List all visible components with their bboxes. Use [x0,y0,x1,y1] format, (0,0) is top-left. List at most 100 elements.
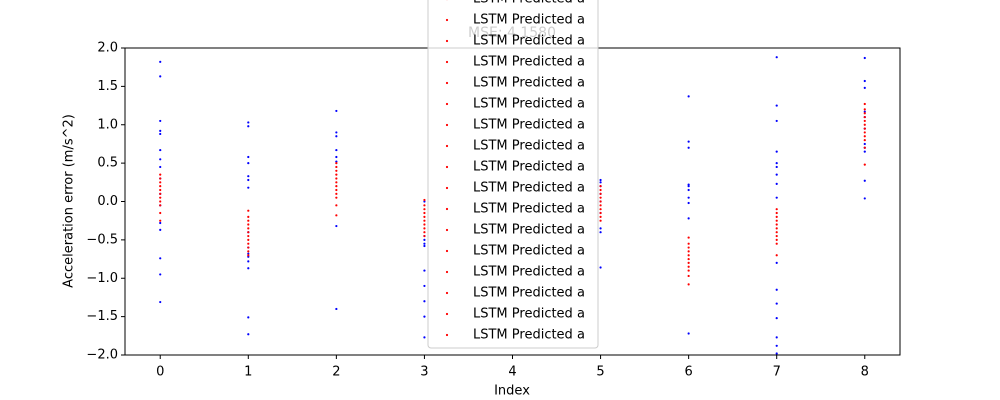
legend-marker [445,333,449,337]
x-axis-label: Index [494,384,530,399]
point [863,86,866,90]
point [687,140,690,143]
point [247,242,250,245]
legend-label: LSTM Predicted a [473,139,585,154]
legend-label: LSTM Predicted a [473,244,585,259]
x-tick-label: 7 [773,365,781,380]
point [599,196,602,199]
point [687,250,690,253]
point [159,196,162,199]
point [335,196,338,199]
point [863,139,866,142]
legend-marker [445,102,449,106]
point [159,273,162,276]
point [335,192,338,195]
point [687,183,690,186]
point [159,219,162,222]
legend-label: LSTM Predicted a [473,55,585,70]
point [423,223,426,226]
legend-marker [445,39,449,43]
point [599,185,602,188]
legend-label: LSTM Predicted a [473,181,585,196]
point [863,142,866,146]
y-tick-label: 0.5 [97,156,118,171]
point [775,150,778,153]
x-tick-label: 2 [332,365,340,380]
point [599,231,602,234]
legend-marker [445,270,449,274]
point [423,244,426,248]
point [247,250,250,253]
point [423,284,426,288]
legend-marker [445,18,449,22]
point [687,269,690,272]
point [159,300,162,304]
legend-marker [445,144,449,148]
legend-label: LSTM Predicted a [473,202,585,217]
point [247,316,250,319]
point [863,179,866,182]
y-tick-label: −2.0 [86,348,118,363]
x-tick-label: 8 [861,365,869,380]
point [863,135,866,138]
point [863,150,866,153]
point [775,261,778,264]
point [423,204,426,207]
point [423,219,426,222]
point [247,186,250,189]
x-tick-label: 3 [420,365,428,380]
x-tick-label: 1 [244,365,252,380]
point [247,175,250,178]
legend-label: LSTM Predicted a [473,118,585,133]
legend-marker [445,249,449,253]
point [775,238,778,241]
point [775,219,778,222]
point [335,181,338,184]
point [775,182,778,185]
point [247,209,250,212]
point [863,79,866,83]
point [159,221,162,225]
point [775,234,778,238]
point [335,169,338,172]
point [775,119,778,123]
point [335,155,338,159]
point [335,214,338,217]
legend-label: LSTM Predicted a [473,223,585,238]
point [423,336,426,339]
point [687,217,690,220]
point [159,165,162,169]
point [687,146,690,149]
point [159,60,162,63]
point [863,119,866,123]
legend-label: LSTM Predicted a [473,76,585,91]
legend-label: LSTM Predicted a [473,97,585,112]
legend-label: LSTM Predicted a [473,265,585,280]
point [159,75,162,78]
point [335,307,338,311]
legend-marker [445,81,449,85]
point [247,246,250,249]
legend-label: LSTM Predicted a [473,160,585,175]
point [863,115,866,119]
point [599,204,602,207]
point [775,336,778,339]
legend-marker [445,312,449,316]
point [775,211,778,215]
y-tick-label: 2.0 [97,41,118,56]
point [775,162,778,165]
point [335,148,338,152]
legend-label: LSTM Predicted a [473,307,585,322]
point [775,288,778,291]
point [687,95,690,98]
y-axis-label: Acceleration error (m/s^2) [62,114,77,288]
point [687,246,690,249]
point [159,211,162,215]
point [687,265,690,268]
point [687,201,690,205]
point [247,223,250,226]
point [687,274,690,278]
point [423,208,426,211]
y-tick-label: −1.5 [86,309,118,324]
